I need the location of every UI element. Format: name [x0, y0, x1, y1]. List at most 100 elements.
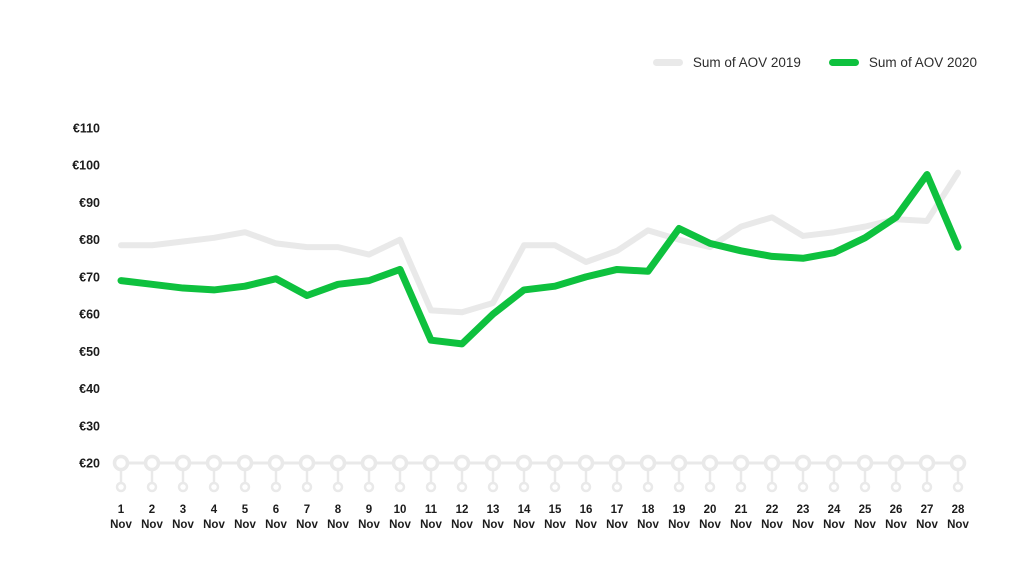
- x-axis-tick-node-icon: [887, 454, 905, 472]
- x-axis-tick-label-month: Nov: [265, 519, 287, 531]
- x-axis-tick-label-month: Nov: [172, 519, 194, 531]
- x-axis-tick-subnode-icon: [952, 481, 964, 493]
- y-axis-tick-label: €30: [79, 419, 100, 433]
- x-axis-tick-label-month: Nov: [203, 519, 225, 531]
- series-line-aov-2019: [118, 169, 961, 316]
- x-axis-tick-node-icon: [484, 454, 502, 472]
- y-axis-tick-label: €80: [79, 233, 100, 247]
- x-axis-tick-label-month: Nov: [699, 519, 721, 531]
- x-axis-tick-node-icon: [577, 454, 595, 472]
- series-line-aov-2020: [117, 171, 962, 348]
- x-axis-tick-label-month: Nov: [885, 519, 907, 531]
- x-axis-tick-node-icon: [236, 454, 254, 472]
- x-axis-tick-label-day: 3: [180, 504, 186, 516]
- x-axis-tick-subnode-icon: [797, 481, 809, 493]
- x-axis-tick-label-day: 21: [735, 504, 748, 516]
- y-axis-tick-label: €90: [79, 196, 100, 210]
- x-axis-tick-subnode-icon: [642, 481, 654, 493]
- x-axis-tick-node-icon: [329, 454, 347, 472]
- x-axis-tick-label-day: 19: [673, 504, 686, 516]
- x-axis-tick-subnode-icon: [487, 481, 499, 493]
- x-axis-tick-label-month: Nov: [141, 519, 163, 531]
- x-axis-tick-label-day: 9: [366, 504, 372, 516]
- x-axis-tick-label-day: 23: [797, 504, 810, 516]
- x-axis-tick-label-day: 7: [304, 504, 310, 516]
- x-axis-tick-label-month: Nov: [792, 519, 814, 531]
- x-axis-tick-subnode-icon: [301, 481, 313, 493]
- x-axis-tick-node-icon: [422, 454, 440, 472]
- x-axis-tick-label-month: Nov: [513, 519, 535, 531]
- x-axis-tick-subnode-icon: [363, 481, 375, 493]
- legend-item-aov-2019[interactable]: Sum of AOV 2019: [652, 55, 801, 70]
- x-axis-tick-subnode-icon: [456, 481, 468, 493]
- x-axis-tick-subnode-icon: [239, 481, 251, 493]
- x-axis-tick-node-icon: [112, 454, 130, 472]
- x-axis-tick-label-month: Nov: [947, 519, 969, 531]
- x-axis-tick-label-month: Nov: [110, 519, 132, 531]
- x-axis-tick-subnode-icon: [518, 481, 530, 493]
- x-axis-tick-label-month: Nov: [730, 519, 752, 531]
- x-axis-tick-node-icon: [639, 454, 657, 472]
- x-axis-tick-label-day: 18: [642, 504, 655, 516]
- x-axis-tick-node-icon: [794, 454, 812, 472]
- x-axis-tick-label-day: 28: [952, 504, 965, 516]
- x-axis-tick-label-day: 27: [921, 504, 934, 516]
- x-axis-tick-subnode-icon: [921, 481, 933, 493]
- legend-label-2020: Sum of AOV 2020: [868, 55, 977, 70]
- legend-item-aov-2020[interactable]: Sum of AOV 2020: [828, 55, 977, 70]
- x-axis-tick-subnode-icon: [394, 481, 406, 493]
- x-axis-tick-subnode-icon: [332, 481, 344, 493]
- x-axis-tick-label-month: Nov: [544, 519, 566, 531]
- legend-label-2019: Sum of AOV 2019: [692, 55, 801, 70]
- x-axis-tick-label-day: 5: [242, 504, 249, 516]
- x-axis-tick-label-month: Nov: [420, 519, 442, 531]
- legend-swatch-2020-icon: [828, 59, 859, 66]
- x-axis-tick-subnode-icon: [146, 481, 158, 493]
- x-axis-tick-node-icon: [856, 454, 874, 472]
- x-axis-tick-label-day: 25: [859, 504, 872, 516]
- y-axis-tick-label: €50: [79, 345, 100, 359]
- x-axis-tick-label-month: Nov: [668, 519, 690, 531]
- x-axis-tick-node-icon: [267, 454, 285, 472]
- x-axis-tick-subnode-icon: [115, 481, 127, 493]
- x-axis-tick-label-month: Nov: [234, 519, 256, 531]
- x-axis-tick-label-day: 2: [149, 504, 155, 516]
- x-axis-tick-label-day: 22: [766, 504, 779, 516]
- x-axis-tick-subnode-icon: [828, 481, 840, 493]
- x-axis-tick-subnode-icon: [704, 481, 716, 493]
- x-axis-tick-label-month: Nov: [854, 519, 876, 531]
- x-axis-tick-subnode-icon: [890, 481, 902, 493]
- x-axis-tick-node-icon: [732, 454, 750, 472]
- x-axis-tick-subnode-icon: [208, 481, 220, 493]
- x-axis-tick-node-icon: [825, 454, 843, 472]
- x-axis-tick-node-icon: [949, 454, 967, 472]
- x-axis-tick-subnode-icon: [673, 481, 685, 493]
- x-axis-tick-label-month: Nov: [575, 519, 597, 531]
- legend-swatch-2019-icon: [652, 59, 683, 66]
- x-axis-tick-subnode-icon: [177, 481, 189, 493]
- x-axis-tick-label-month: Nov: [761, 519, 783, 531]
- x-axis-tick-label-month: Nov: [606, 519, 628, 531]
- x-axis-tick-label-day: 12: [456, 504, 469, 516]
- x-axis-tick-node-icon: [360, 454, 378, 472]
- y-axis-tick-label: €110: [73, 122, 100, 136]
- x-axis-tick-label-day: 24: [828, 504, 841, 516]
- x-axis-tick-label-month: Nov: [389, 519, 411, 531]
- x-axis-tick-label-month: Nov: [823, 519, 845, 531]
- x-axis-tick-label-month: Nov: [451, 519, 473, 531]
- y-axis-tick-label: €100: [72, 159, 100, 173]
- x-axis-tick-node-icon: [515, 454, 533, 472]
- x-axis-tick-label-month: Nov: [296, 519, 318, 531]
- x-axis-tick-node-icon: [298, 454, 316, 472]
- x-axis-tick-node-icon: [205, 454, 223, 472]
- x-axis-tick-node-icon: [143, 454, 161, 472]
- x-axis-tick-label-day: 10: [394, 504, 407, 516]
- x-axis-tick-subnode-icon: [859, 481, 871, 493]
- chart-legend: Sum of AOV 2019 Sum of AOV 2020: [652, 55, 977, 70]
- x-axis-tick-node-icon: [546, 454, 564, 472]
- x-axis-tick-label-month: Nov: [916, 519, 938, 531]
- x-axis-tick-node-icon: [391, 454, 409, 472]
- x-axis-tick-node-icon: [608, 454, 626, 472]
- x-axis-tick-label-day: 15: [549, 504, 562, 516]
- x-axis-tick-label-month: Nov: [482, 519, 504, 531]
